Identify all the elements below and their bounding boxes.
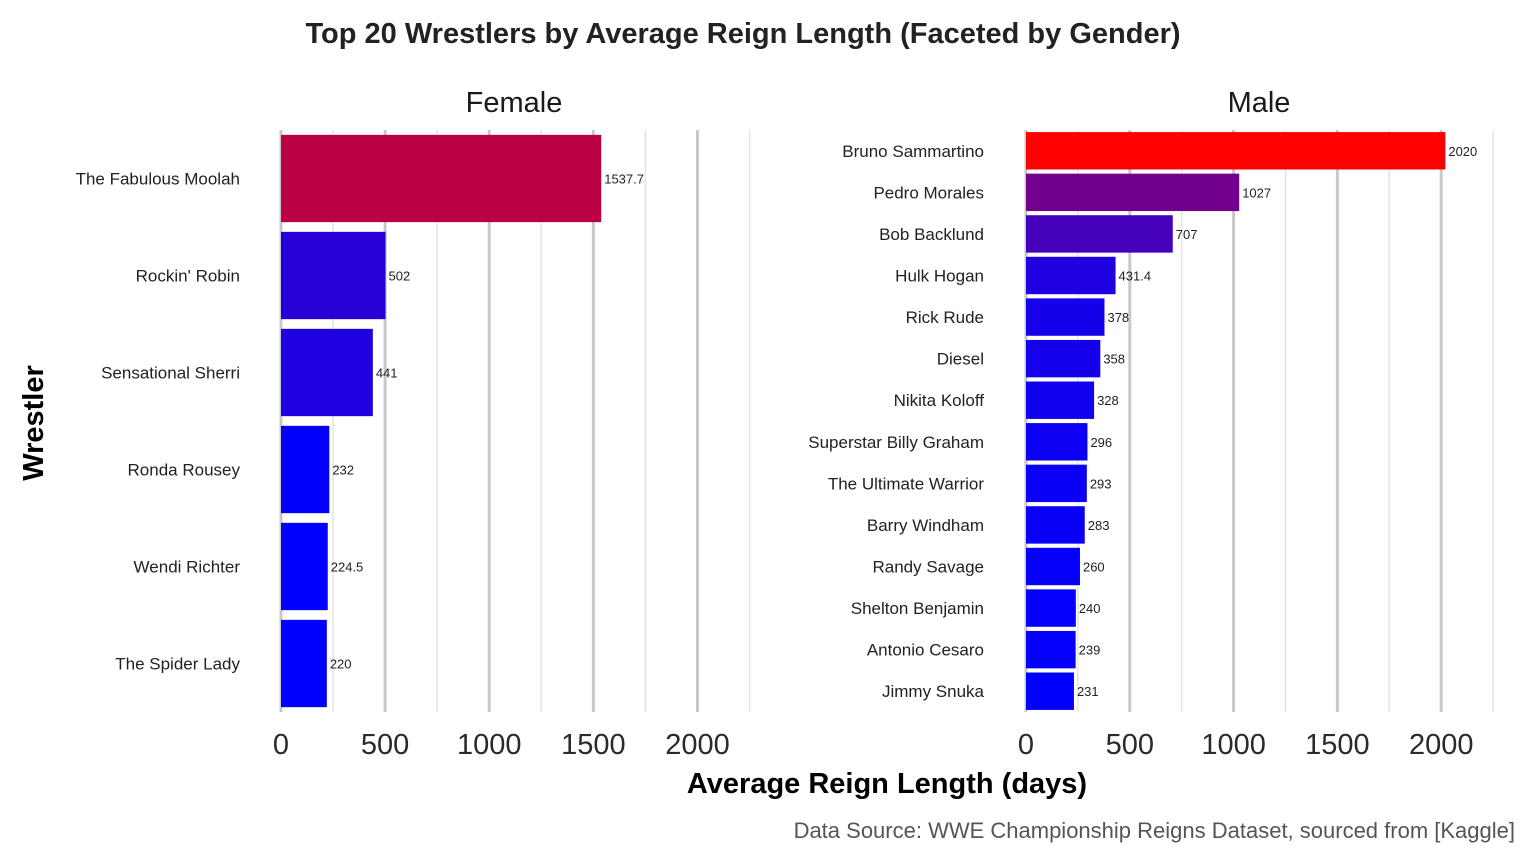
category-label: Barry Windham [867, 516, 984, 535]
bar-value-label: 231 [1077, 684, 1099, 699]
x-tick-label: 0 [1018, 729, 1034, 761]
bar-value-label: 240 [1079, 601, 1101, 616]
bar-value-label: 239 [1079, 643, 1101, 658]
bar [1026, 672, 1074, 710]
x-tick-label: 1000 [1201, 729, 1266, 761]
bar [1026, 506, 1085, 544]
bar [281, 328, 373, 417]
chart-title: Top 20 Wrestlers by Average Reign Length… [305, 18, 1180, 50]
x-tick-label: 1000 [457, 729, 522, 761]
bar-value-label: 2020 [1448, 144, 1477, 159]
category-label: Ronda Rousey [128, 461, 241, 480]
chart-caption: Data Source: WWE Championship Reigns Dat… [794, 818, 1515, 843]
category-label: Hulk Hogan [895, 267, 984, 286]
bar [1026, 173, 1240, 212]
x-axis-title: Average Reign Length (days) [687, 768, 1087, 800]
facet-title: Female [466, 87, 563, 119]
category-label: Diesel [937, 350, 984, 369]
category-label: Bruno Sammartino [842, 142, 984, 161]
facet-panel-male: Male 0 500 1000 1500 2000 Bruno Sammartino 2020… [808, 87, 1494, 761]
category-label: Shelton Benjamin [851, 599, 984, 618]
x-tick-label: 0 [273, 729, 289, 761]
x-tick-label: 2000 [1409, 729, 1474, 761]
bar-value-label: 220 [330, 657, 352, 672]
y-axis-title: Wrestler [18, 365, 50, 481]
category-label: The Fabulous Moolah [76, 170, 240, 189]
bar [1026, 547, 1080, 586]
bar [1026, 381, 1095, 419]
bar-value-label: 328 [1097, 393, 1119, 408]
bar-value-label: 441 [376, 366, 398, 381]
bar-value-label: 296 [1090, 435, 1112, 450]
bar-value-label: 293 [1090, 476, 1112, 491]
bar-value-label: 707 [1176, 227, 1198, 242]
bar [281, 134, 602, 223]
x-tick-label: 2000 [665, 729, 730, 761]
category-label: Jimmy Snuka [882, 682, 985, 701]
facet-title: Male [1228, 87, 1291, 119]
bar-value-label: 232 [332, 463, 354, 478]
bar [1026, 132, 1446, 170]
bar-value-label: 283 [1088, 518, 1110, 533]
x-tick-label: 500 [361, 729, 409, 761]
x-tick-label: 1500 [561, 729, 626, 761]
bar [281, 231, 386, 320]
category-label: Superstar Billy Graham [808, 433, 984, 452]
bar [1026, 630, 1076, 669]
facet-panels: Female 0 500 1000 1500 2000 The Fabulous Moola… [76, 87, 1494, 761]
bar-value-label: 378 [1107, 310, 1129, 325]
bar-value-label: 224.5 [331, 560, 364, 575]
x-tick-label: 1500 [1305, 729, 1370, 761]
bar [1026, 423, 1088, 461]
bar [1026, 589, 1076, 627]
bar-value-label: 1027 [1242, 185, 1271, 200]
category-label: Rick Rude [906, 308, 984, 327]
bar [281, 619, 327, 708]
category-label: The Ultimate Warrior [828, 474, 985, 493]
category-label: Wendi Richter [134, 558, 241, 577]
category-label: Randy Savage [872, 558, 984, 577]
category-label: Pedro Morales [873, 183, 984, 202]
bar [1026, 339, 1101, 378]
facet-panel-female: Female 0 500 1000 1500 2000 The Fabulous Moola… [76, 87, 751, 761]
bar-value-label: 502 [389, 269, 411, 284]
category-label: Sensational Sherri [101, 364, 240, 383]
category-label: Bob Backlund [879, 225, 984, 244]
bar-value-label: 1537.7 [604, 172, 644, 187]
x-tick-label: 500 [1106, 729, 1154, 761]
bar [281, 522, 328, 611]
category-label: Antonio Cesaro [867, 641, 984, 660]
category-label: Nikita Koloff [894, 391, 985, 410]
category-label: Rockin' Robin [136, 267, 240, 286]
bar [1026, 298, 1105, 336]
bar [281, 425, 330, 514]
bar-value-label: 260 [1083, 560, 1105, 575]
bar [1026, 464, 1087, 503]
category-label: The Spider Lady [115, 655, 240, 674]
bar-value-label: 358 [1103, 352, 1125, 367]
bar [1026, 215, 1173, 253]
bar [1026, 256, 1116, 295]
bar-value-label: 431.4 [1119, 269, 1152, 284]
